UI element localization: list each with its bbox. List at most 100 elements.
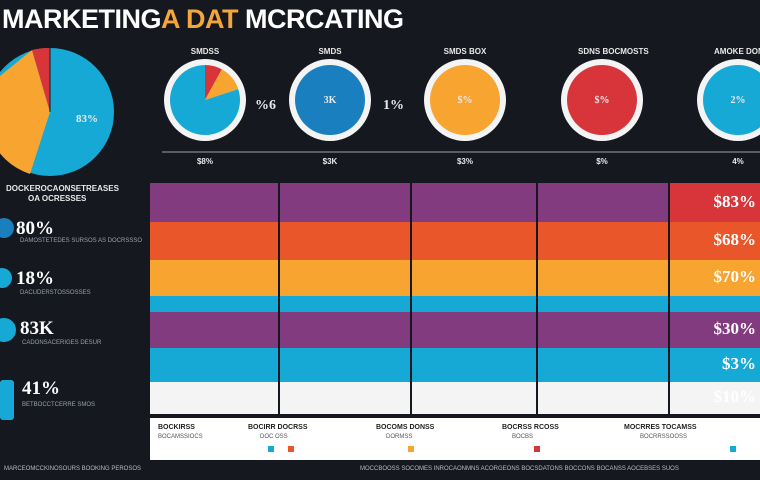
legend-swatch: [288, 446, 294, 452]
stat-desc: DAMOSTETEDES SURSOS AS DOCRSSSO: [20, 238, 143, 244]
legend-sub: DORMSS: [386, 434, 413, 440]
bar-segment: [412, 183, 536, 222]
donut-slice: [567, 65, 637, 135]
bar-segment: [538, 296, 668, 312]
bar-segment: [538, 260, 668, 296]
legend-swatch: [408, 446, 414, 452]
donut-top-label: AMOKE DOMOS: [714, 47, 760, 56]
legend-title: BOCIRR DOCRSS: [248, 424, 308, 431]
bar-segment: [280, 312, 410, 348]
donut-inner-label: 3K: [323, 95, 337, 106]
donut-top-label: SMDS BOX: [443, 47, 487, 56]
pie-slice-yellow: [0, 50, 50, 174]
pie-slice-red: [32, 47, 50, 113]
bar-segment: [280, 348, 410, 382]
legend-swatch: [268, 446, 274, 452]
bar-segment: [150, 312, 278, 348]
bar-segment: [150, 183, 278, 222]
donut-slice: [205, 69, 239, 100]
stat-icons: [0, 218, 16, 420]
legend-sub: BOCRRSSOOSS: [640, 434, 688, 440]
bar-segment: [412, 382, 536, 414]
bar-chart: [150, 183, 760, 414]
bar-value-label: $10%: [713, 387, 757, 406]
footer-right: MOCCBOOSS SOCOMES INROCAONMNS ACORGEONS …: [360, 466, 679, 472]
main-pie: [0, 47, 114, 176]
legend-title: BOCOMS DONSS: [376, 424, 435, 431]
bar-segment: [280, 296, 410, 312]
bar-segment: [412, 260, 536, 296]
donut-bottom-label: $%: [596, 157, 608, 166]
donut-inner-label: 2%: [730, 95, 746, 106]
legend-swatch: [534, 446, 540, 452]
bar-segment: [412, 312, 536, 348]
donut-group: [164, 59, 760, 141]
stat-desc: CADONSACERIGES DESUR: [22, 340, 102, 346]
donut-bottom-label: 4%: [732, 157, 744, 166]
bar-segment: [412, 296, 536, 312]
page-title: MARKETINGA DAT MCRCATING: [2, 4, 404, 34]
bar-value-label: $3%: [722, 354, 756, 373]
bar-segment: [280, 222, 410, 260]
bar-segment: [538, 183, 668, 222]
footer-left: MARCEOMCCKINOSOURS BOOKING PEROSOS: [4, 466, 142, 472]
bar-segment: [538, 348, 668, 382]
donut-inner-label: $%: [594, 95, 610, 106]
person-icon: [0, 268, 12, 288]
bar-segment: [150, 222, 278, 260]
bar-segment: [280, 260, 410, 296]
person-icon: [0, 218, 14, 238]
bar-segment: [670, 260, 760, 296]
donut-slice: [703, 65, 760, 135]
bar-segment: [150, 260, 278, 296]
bar-segment: [280, 382, 410, 414]
between-label: 1%: [383, 98, 404, 113]
bar-segment: [670, 296, 760, 312]
bar-value-label: $68%: [713, 230, 757, 249]
bar-segment: [538, 222, 668, 260]
stat-desc: DACUDERSTOSSOSSES: [20, 290, 91, 296]
donut-slice: [205, 65, 222, 100]
legend-title: MOCRRES TOCAMSS: [624, 424, 697, 431]
legend-sub: BOCAMSSIOCS: [158, 434, 203, 440]
bar-value-label: $30%: [713, 319, 757, 338]
bar-segment: [150, 348, 278, 382]
bar-segment: [412, 348, 536, 382]
bar-value-label: $83%: [713, 191, 757, 211]
donut-bottom-label: $8%: [196, 157, 213, 166]
stat-value: 83K: [20, 318, 54, 339]
donut-top-label: SDNS BOCMOSTS: [578, 47, 649, 56]
bar-segment: [412, 222, 536, 260]
bar-segment: [670, 382, 760, 414]
stat-value: 41%: [22, 378, 60, 399]
legend: BOCKIRSS BOCAMSSIOCS BOCIRR DOCRSS DOC O…: [150, 418, 760, 460]
person-icon: [0, 318, 16, 342]
donut-bottom-label: $3%: [456, 157, 473, 166]
bar-segment: [538, 312, 668, 348]
person-icon: [0, 380, 14, 420]
bar-segment: [670, 183, 760, 222]
main-pie-label: 83%: [76, 113, 98, 125]
bar-segment: [670, 348, 760, 382]
legend-sub: DOC OSS: [260, 434, 288, 440]
bar-segment: [538, 382, 668, 414]
donut-top-label: SMDS: [318, 47, 342, 56]
main-pie-caption: DOCKEROCAONSETREASES: [6, 184, 119, 193]
bar-segment: [150, 296, 278, 312]
legend-swatch: [730, 446, 736, 452]
bar-segment: [280, 183, 410, 222]
stat-value: 80%: [16, 218, 54, 239]
legend-title: BOCRSS RCOSS: [502, 424, 559, 431]
between-label: %6: [255, 98, 276, 113]
legend-sub: BOCBS: [512, 434, 534, 440]
stat-value: 18%: [16, 268, 54, 289]
donut-slice: [295, 65, 365, 135]
bar-value-label: $70%: [713, 267, 757, 286]
stat-desc: BETBOCCTCERRE SMOS: [22, 402, 96, 408]
bar-segment: [670, 222, 760, 260]
donut-slice: [169, 65, 240, 135]
bar-segment: [670, 312, 760, 348]
donut-bottom-label: $3K: [322, 157, 338, 166]
bar-segment: [150, 382, 278, 414]
